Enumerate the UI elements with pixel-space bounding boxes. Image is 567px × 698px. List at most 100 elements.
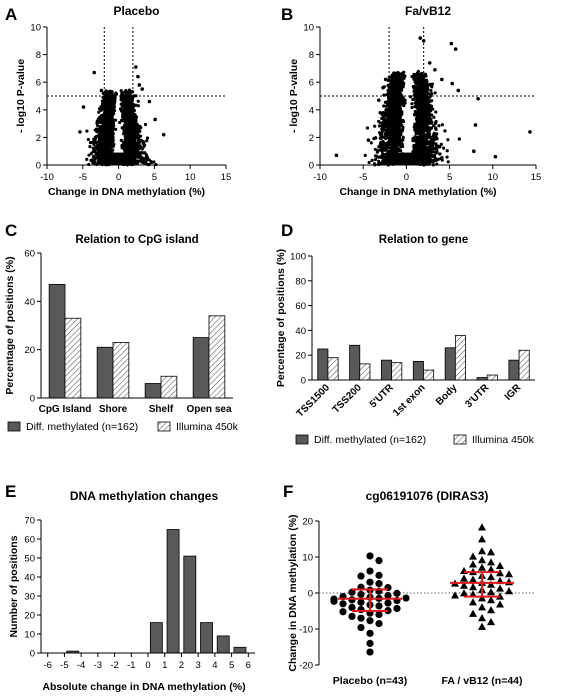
data-point [478, 594, 486, 602]
data-point [389, 132, 394, 136]
legend-swatch [157, 421, 171, 432]
data-point [417, 148, 421, 153]
data-point [415, 136, 419, 140]
data-point [414, 123, 418, 127]
data-point [410, 106, 414, 110]
data-point [366, 648, 374, 656]
data-point [95, 155, 99, 160]
data-point [392, 110, 396, 114]
data-point [377, 124, 382, 128]
data-point [380, 149, 384, 154]
data-point [140, 87, 145, 91]
x-tick-label: 1st exon [391, 382, 427, 418]
data-point [90, 158, 94, 162]
data-point [403, 101, 407, 105]
y-tick-label: 40 [24, 573, 35, 584]
data-point [153, 117, 157, 122]
data-point [423, 140, 427, 144]
data-point [469, 552, 477, 560]
data-point [416, 114, 420, 118]
y-tick-label: 20 [295, 351, 306, 362]
x-tick-label: 10 [488, 172, 499, 183]
data-point [397, 72, 401, 76]
data-point [98, 139, 102, 143]
data-point [133, 113, 137, 118]
data-point [389, 104, 393, 108]
data-point [147, 99, 152, 104]
data-point [414, 98, 418, 102]
data-point [357, 590, 365, 599]
data-point [92, 70, 97, 75]
data-point [136, 139, 140, 143]
data-point [86, 137, 90, 142]
data-point [426, 100, 430, 105]
data-point [135, 122, 139, 127]
data-point [428, 154, 432, 158]
x-tick-label: TSS1500 [295, 382, 333, 420]
y-tick-label: 60 [24, 249, 35, 260]
y-tick-label: 0 [301, 376, 306, 387]
data-point [432, 138, 436, 142]
bar [486, 374, 498, 381]
data-point [144, 160, 148, 164]
data-point [418, 127, 422, 131]
data-point [366, 617, 374, 625]
data-point [434, 151, 438, 155]
data-point [413, 148, 417, 152]
data-point [378, 111, 382, 115]
data-point [385, 111, 390, 115]
data-point [434, 127, 438, 132]
data-point [96, 124, 100, 128]
data-point [424, 133, 428, 137]
data-point [385, 125, 389, 129]
x-tick-label: Shore [99, 404, 128, 415]
x-tick-label: Placebo (n=43) [333, 675, 407, 687]
data-point [427, 146, 431, 150]
data-point [128, 101, 132, 106]
data-point [118, 120, 122, 125]
data-point [381, 117, 386, 121]
data-point [365, 126, 370, 130]
data-point [366, 578, 374, 586]
data-point [478, 547, 486, 555]
data-point [137, 125, 141, 129]
data-point [399, 83, 403, 87]
data-point [422, 100, 426, 104]
data-point [376, 149, 380, 153]
data-point [99, 105, 103, 109]
data-point [112, 142, 116, 146]
data-point [108, 129, 112, 133]
panel-letter: F [283, 482, 293, 501]
data-point [419, 136, 423, 140]
y-tick-label: 20 [302, 517, 313, 528]
data-point [113, 118, 118, 122]
data-point [478, 556, 486, 564]
legend-label: Diff. methylated (n=162) [314, 434, 426, 446]
data-point [476, 96, 480, 101]
data-point [415, 104, 419, 108]
data-point [443, 129, 447, 133]
data-point [394, 132, 398, 137]
data-point [413, 90, 417, 94]
panel-letter: B [281, 5, 293, 24]
data-point [439, 142, 443, 146]
data-point [124, 91, 128, 95]
data-point [136, 74, 140, 79]
bar [359, 363, 371, 381]
legend-swatch [7, 421, 21, 432]
data-point [413, 101, 417, 105]
data-point [449, 41, 454, 46]
x-tick-label: Open sea [186, 404, 231, 415]
data-point [128, 137, 132, 141]
data-point [385, 107, 389, 112]
data-point [99, 117, 103, 121]
data-point [374, 136, 378, 140]
data-point [387, 75, 391, 80]
x-tick-label: Body [434, 382, 460, 408]
data-point [478, 563, 486, 571]
data-point [366, 138, 371, 142]
bar [327, 357, 339, 381]
y-tick-label: -10 [299, 625, 313, 636]
data-point [381, 127, 385, 131]
